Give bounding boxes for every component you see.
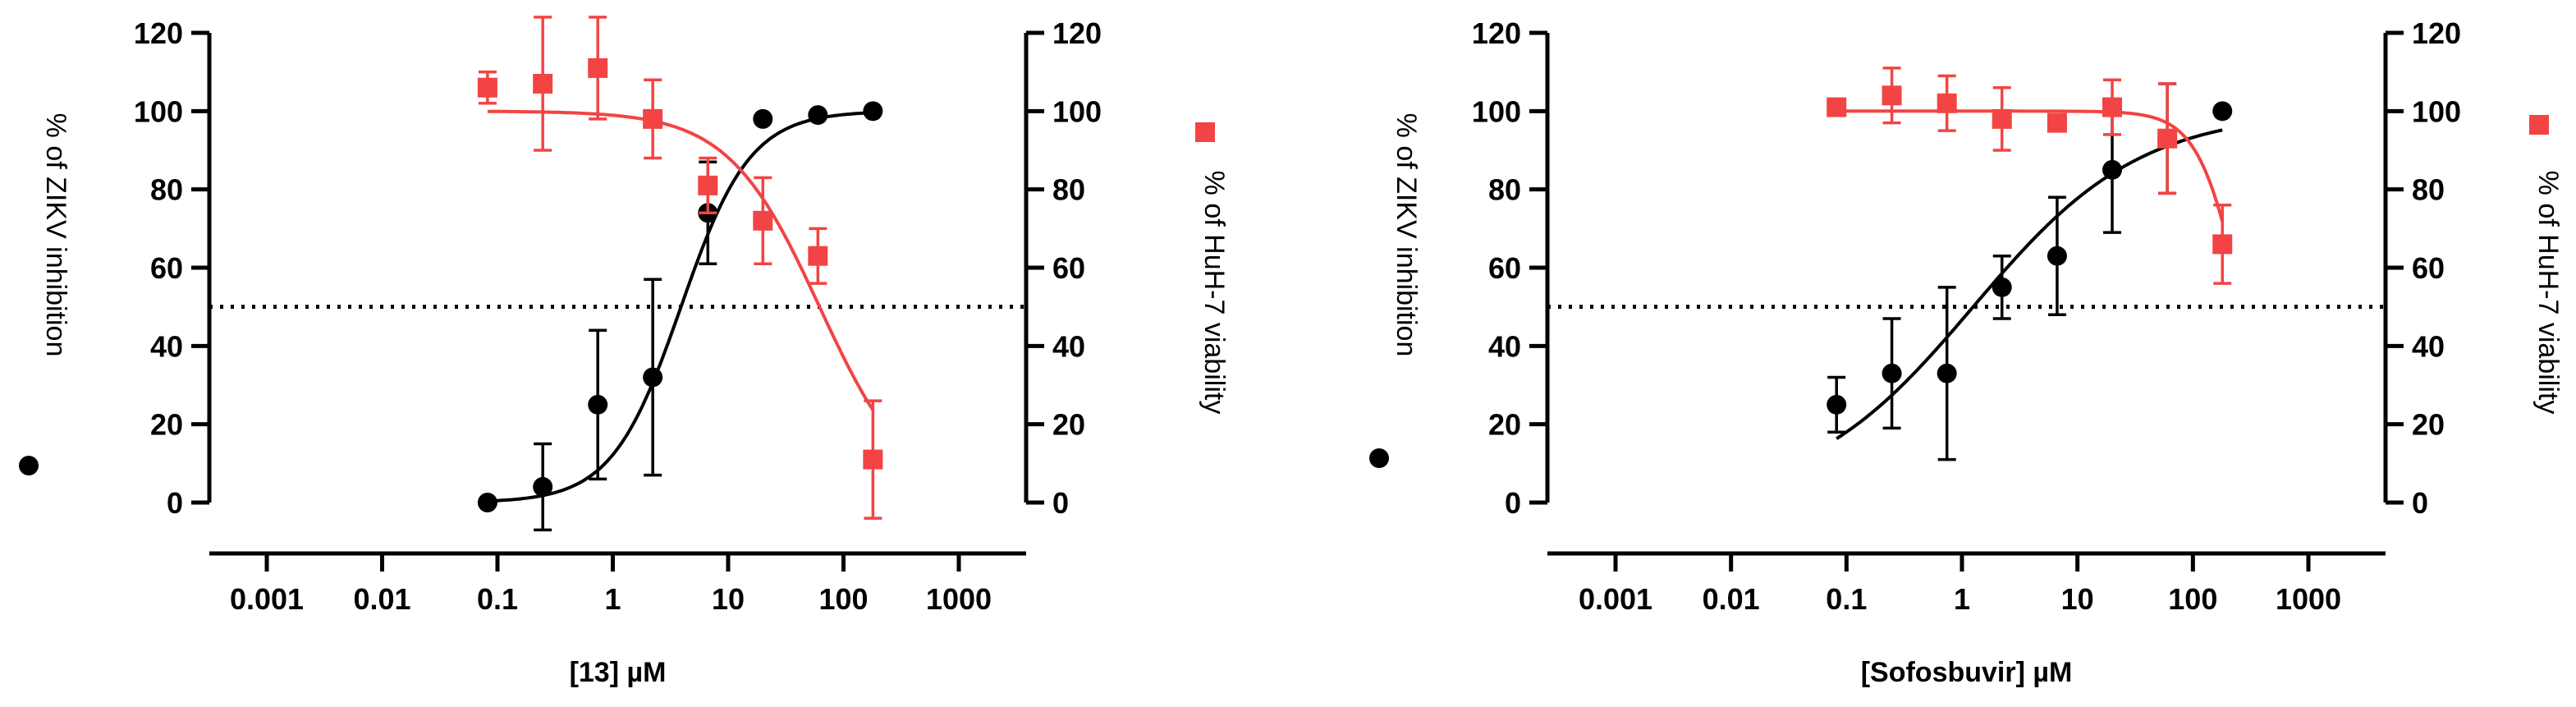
inhibition-data-point [808, 105, 828, 126]
viability-fit-curve [487, 109, 875, 411]
viability-data-point [643, 108, 663, 129]
right-y-tick-label: 60 [2412, 251, 2445, 285]
inhibition-data-point [533, 476, 553, 497]
viability-data-point [2047, 112, 2067, 133]
left-y-tick-label: 0 [167, 486, 183, 520]
x-tick-label: 100 [818, 582, 868, 616]
x-tick-label: 0.1 [1826, 582, 1867, 616]
left-y-axis-title: % of ZIKV inhibition [40, 113, 71, 357]
inhibition-series-marker-key [1369, 448, 1389, 468]
viability-data-point [698, 175, 718, 195]
x-tick-label: 1 [1954, 582, 1970, 616]
right-y-tick-label: 120 [2412, 16, 2461, 50]
x-tick-label: 0.001 [1579, 582, 1652, 616]
inhibition-data-point [1992, 277, 2012, 297]
left-y-tick-label: 100 [134, 94, 183, 128]
viability-data-point [2157, 128, 2178, 149]
viability-series-marker-key [1195, 122, 1215, 142]
left-y-tick-label: 60 [1488, 251, 1521, 285]
viability-data-point [863, 449, 883, 470]
x-tick-label: 1 [604, 582, 621, 616]
inhibition-data-point [863, 101, 883, 122]
right-y-tick-label: 80 [1052, 173, 1085, 207]
chart-panel-sofosbuvir: 0 20 40 60 80 100 120 0 20 40 60 80 100 120 0.001 0.01 0… [1369, 16, 2564, 688]
x-tick-label: 1000 [926, 582, 992, 616]
inhibition-fit-curve [487, 111, 873, 503]
inhibition-data-point [1882, 363, 1902, 383]
viability-data-point [2102, 97, 2123, 117]
right-y-tick-label: 40 [2412, 329, 2445, 363]
right-y-tick-label: 0 [2412, 486, 2428, 520]
x-tick-label: 0.01 [353, 582, 410, 616]
right-y-tick-label: 60 [1052, 251, 1085, 285]
right-y-tick-label: 80 [2412, 173, 2445, 207]
viability-data-point [753, 210, 773, 231]
left-y-tick-label: 120 [1472, 16, 1521, 50]
x-axis-title: [Sofosbuvir] µM [1861, 657, 2073, 688]
right-y-axis-title: % of HuH-7 viability [2532, 171, 2564, 415]
inhibition-series-marker-key [19, 456, 39, 475]
right-y-tick-label: 100 [1052, 94, 1102, 128]
left-y-tick-label: 80 [150, 173, 183, 207]
viability-data-point [1827, 97, 1847, 117]
left-y-tick-label: 80 [1488, 173, 1521, 207]
inhibition-data-point [2047, 246, 2067, 266]
inhibition-data-point [2212, 101, 2233, 122]
left-y-tick-label: 120 [134, 16, 183, 50]
viability-data-point [1882, 85, 1902, 106]
left-y-tick-label: 60 [150, 251, 183, 285]
left-y-axis-title: % of ZIKV inhibition [1391, 113, 1422, 357]
x-tick-label: 0.1 [477, 582, 518, 616]
left-y-tick-label: 40 [150, 329, 183, 363]
inhibition-data-point [2102, 159, 2123, 180]
inhibition-fit-curve [1836, 128, 2223, 440]
left-y-tick-label: 20 [1488, 408, 1521, 442]
left-y-tick-label: 20 [150, 408, 183, 442]
x-axis-title: [13] µM [570, 657, 667, 688]
left-y-tick-label: 100 [1472, 94, 1521, 128]
viability-fit-curve [1836, 109, 2225, 223]
x-tick-label: 1000 [2276, 582, 2341, 616]
right-y-tick-label: 20 [2412, 408, 2445, 442]
chart-panel-13: 0 20 40 60 80 100 120 0 20 40 60 80 100 120 0.001 0.01 0… [19, 16, 1230, 688]
right-y-tick-label: 0 [1052, 486, 1069, 520]
inhibition-data-point [1827, 394, 1847, 415]
right-y-axis-title: % of HuH-7 viability [1199, 171, 1230, 415]
inhibition-data-point [588, 394, 608, 415]
viability-data-point [2212, 234, 2233, 255]
viability-data-point [477, 77, 497, 98]
x-tick-label: 10 [2061, 582, 2094, 616]
viability-data-point [808, 246, 828, 266]
right-y-tick-label: 20 [1052, 408, 1085, 442]
x-tick-label: 10 [712, 582, 745, 616]
viability-data-point [1992, 108, 2012, 129]
viability-data-point [1937, 93, 1957, 113]
inhibition-data-point [643, 367, 663, 388]
inhibition-data-point [477, 493, 497, 512]
x-tick-label: 0.001 [230, 582, 304, 616]
right-y-tick-label: 100 [2412, 94, 2461, 128]
viability-data-point [533, 73, 553, 94]
inhibition-data-point [1937, 363, 1957, 383]
left-y-tick-label: 0 [1505, 486, 1521, 520]
right-y-tick-label: 120 [1052, 16, 1102, 50]
inhibition-data-point [753, 108, 773, 129]
x-tick-label: 0.01 [1703, 582, 1760, 616]
viability-series-marker-key [2529, 115, 2549, 135]
viability-data-point [588, 57, 608, 78]
right-y-tick-label: 40 [1052, 329, 1085, 363]
x-tick-label: 100 [2168, 582, 2217, 616]
left-y-tick-label: 40 [1488, 329, 1521, 363]
